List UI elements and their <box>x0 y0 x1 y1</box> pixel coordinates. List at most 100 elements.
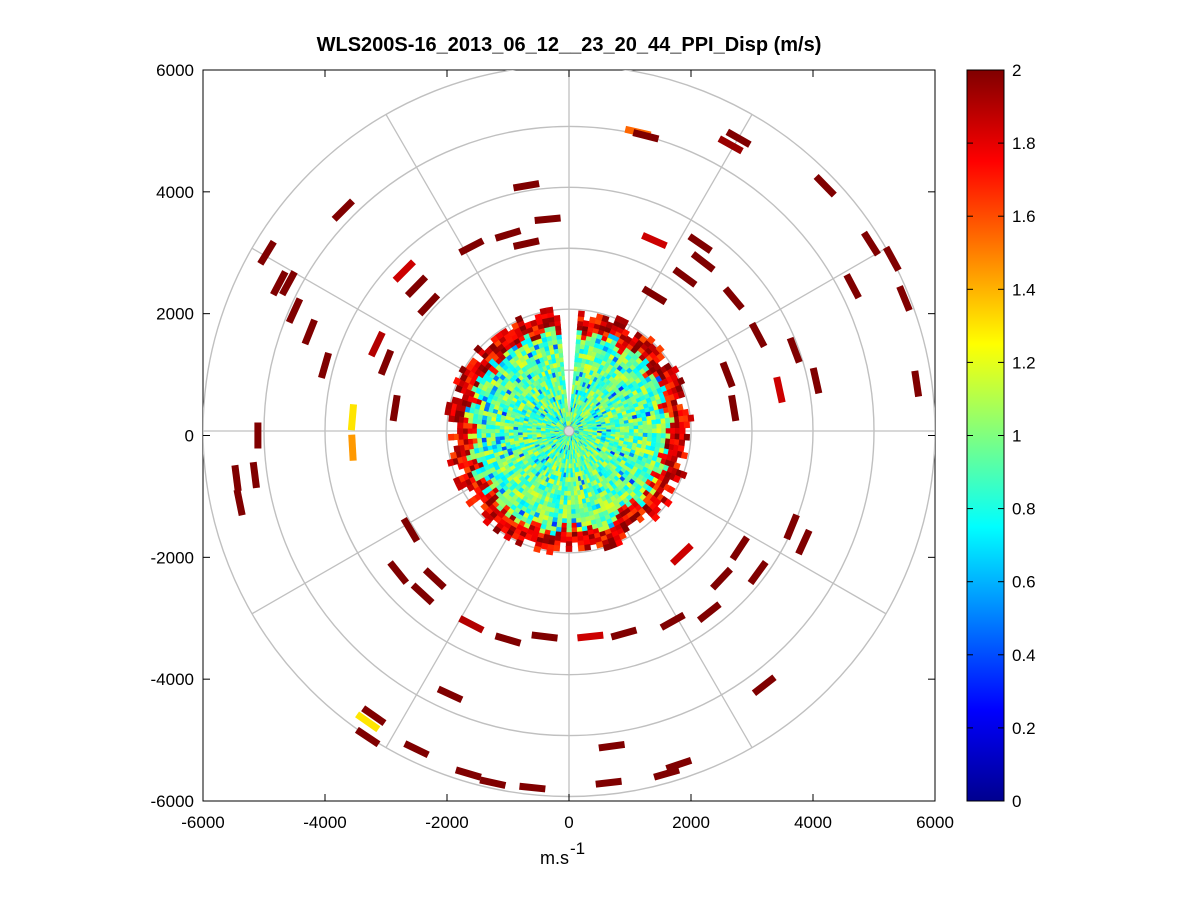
inner-gate <box>619 429 626 433</box>
data-point <box>377 349 395 376</box>
inner-gate <box>670 455 678 463</box>
data-point <box>494 227 522 242</box>
data-point <box>696 601 722 623</box>
data-point <box>710 566 733 591</box>
inner-gate <box>566 504 572 511</box>
inner-gate <box>614 315 624 324</box>
data-point <box>653 766 681 781</box>
inner-gate <box>498 429 505 433</box>
inner-gate <box>663 498 673 508</box>
data-point <box>843 273 862 300</box>
data-point <box>404 274 429 298</box>
inner-gate <box>615 429 622 433</box>
data-point <box>882 245 902 272</box>
data-point <box>610 626 638 641</box>
data-point <box>665 757 693 772</box>
inner-gate <box>458 365 468 375</box>
y-tick-label: -6000 <box>151 792 194 811</box>
inner-gate <box>687 414 695 422</box>
inner-gate <box>683 433 691 441</box>
colorbar-tick-label: 1.8 <box>1012 134 1036 153</box>
data-point <box>458 237 485 256</box>
data-point <box>422 567 447 591</box>
origin-marker <box>563 425 575 437</box>
inner-gate <box>514 315 524 324</box>
inner-gate <box>647 428 654 434</box>
data-point <box>534 214 561 225</box>
inner-gate <box>567 468 571 475</box>
colorbar-tick-label: 1.6 <box>1012 207 1036 226</box>
inner-gate <box>675 384 684 393</box>
inner-gate <box>452 376 462 386</box>
inner-gate <box>646 335 656 345</box>
data-point <box>231 464 242 492</box>
inner-gate <box>583 543 592 551</box>
data-point <box>368 330 386 358</box>
colorbar-gradient <box>966 69 1005 802</box>
inner-gate <box>461 428 468 434</box>
inner-gate <box>567 486 571 493</box>
inner-gate <box>571 536 578 543</box>
data-point <box>690 251 716 273</box>
inner-gate <box>503 532 513 542</box>
inner-gate <box>676 403 684 412</box>
x-tick-label: -2000 <box>425 813 468 832</box>
inner-gate <box>567 495 571 502</box>
inner-gate <box>530 319 538 328</box>
colorbar-tick-label: 1.2 <box>1012 353 1036 372</box>
inner-gate <box>633 429 640 433</box>
data-point <box>641 232 668 249</box>
inner-gate <box>512 429 519 433</box>
inner-gate <box>566 518 572 525</box>
inner-gate <box>656 428 663 434</box>
data-point <box>728 394 740 422</box>
data-point <box>301 318 318 346</box>
data-point <box>747 559 769 586</box>
inner-gate <box>457 422 464 429</box>
data-point <box>403 740 430 759</box>
inner-gate <box>652 428 659 434</box>
inner-gate <box>447 433 455 441</box>
inner-gate <box>453 445 461 453</box>
inner-gate <box>670 373 679 382</box>
inner-gate <box>560 536 567 543</box>
inner-gate <box>670 365 680 375</box>
inner-gate <box>566 527 572 534</box>
x-axis: -6000 -4000 -2000 0 2000 4000 6000 <box>181 70 954 832</box>
inner-gate <box>624 429 631 433</box>
inner-gate <box>524 321 533 330</box>
inner-gate <box>588 316 597 324</box>
inner-gate <box>473 344 483 354</box>
data-point <box>494 632 522 647</box>
inner-gate <box>521 429 528 433</box>
data-point <box>717 135 744 155</box>
inner-gate <box>534 313 543 321</box>
inner-gate <box>677 390 686 399</box>
inner-gate <box>459 373 468 382</box>
inner-gate <box>465 498 475 508</box>
inner-gate <box>595 313 604 321</box>
colorbar-tick-label: 1 <box>1012 427 1021 446</box>
inner-gate <box>566 523 572 530</box>
inner-gate <box>457 428 464 434</box>
inner-gate <box>676 376 686 386</box>
inner-gate <box>567 500 571 507</box>
inner-gate <box>567 481 571 488</box>
inner-gate <box>524 532 533 541</box>
inner-gate <box>480 502 490 512</box>
data-point <box>257 239 277 266</box>
inner-gate <box>680 451 689 460</box>
inner-gate <box>614 538 624 547</box>
colorbar-tick-label: 0.4 <box>1012 646 1036 665</box>
inner-gate <box>511 531 520 541</box>
inner-gate <box>565 545 573 552</box>
inner-gate <box>452 476 462 486</box>
inner-gate <box>493 429 500 433</box>
y-tick-label: 4000 <box>156 183 194 202</box>
inner-gate <box>540 542 549 550</box>
inner-gate <box>673 462 681 470</box>
colorbar: 2 1.8 1.6 1.4 1.2 1 0.8 0.6 0.4 0.2 0 <box>966 61 1036 811</box>
data-point <box>861 230 881 257</box>
inner-gate <box>618 531 627 541</box>
data-point <box>270 270 289 297</box>
